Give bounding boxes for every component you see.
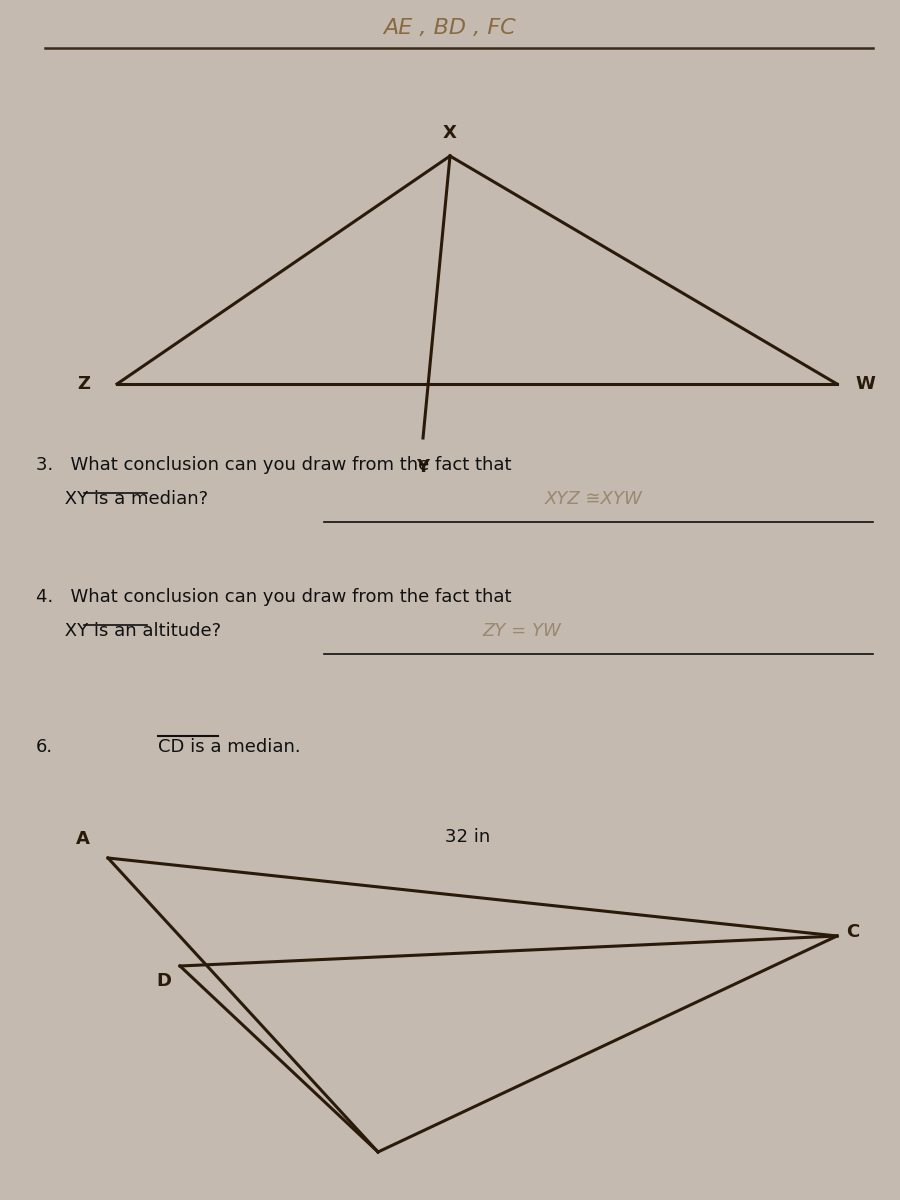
Text: 4.   What conclusion can you draw from the fact that: 4. What conclusion can you draw from the… (36, 588, 511, 606)
Text: AE , BD , FC: AE , BD , FC (383, 18, 517, 38)
Text: ZY = YW: ZY = YW (482, 622, 562, 640)
Text: C: C (846, 924, 860, 941)
Text: Y: Y (417, 458, 429, 476)
Text: XYZ ≅XYW: XYZ ≅XYW (545, 490, 643, 508)
Text: W: W (855, 374, 875, 392)
Text: CD is a median.: CD is a median. (158, 738, 300, 756)
Text: 3.   What conclusion can you draw from the fact that: 3. What conclusion can you draw from the… (36, 456, 511, 474)
Text: D: D (156, 972, 171, 990)
Text: Z: Z (77, 374, 90, 392)
Text: XY is a median?: XY is a median? (36, 490, 208, 508)
Text: XY is an altitude?: XY is an altitude? (36, 622, 221, 640)
Text: 6.: 6. (36, 738, 53, 756)
Text: A: A (76, 830, 90, 848)
Text: X: X (443, 124, 457, 142)
Text: 32 in: 32 in (446, 828, 491, 846)
